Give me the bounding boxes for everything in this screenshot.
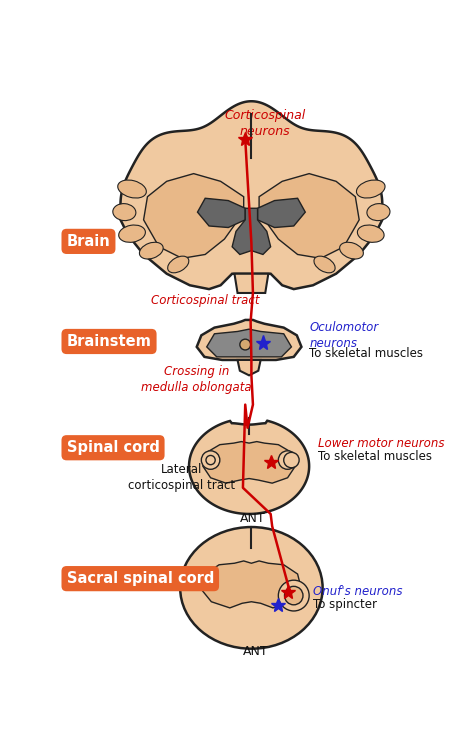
Text: ANT: ANT [240,512,266,525]
Ellipse shape [314,256,335,273]
Text: To skeletal muscles: To skeletal muscles [309,348,423,360]
Ellipse shape [367,204,390,221]
Text: To skeletal muscles: To skeletal muscles [319,451,432,463]
Text: Onuf's neurons: Onuf's neurons [313,585,402,598]
Circle shape [278,580,309,611]
Circle shape [278,451,297,469]
Polygon shape [237,360,261,376]
Ellipse shape [356,180,385,198]
Text: Brain: Brain [66,234,110,249]
Ellipse shape [357,225,384,242]
Ellipse shape [180,527,323,648]
Ellipse shape [118,225,146,242]
Ellipse shape [113,204,136,221]
Text: ANT: ANT [242,645,268,657]
Text: Lateral
corticospinal tract: Lateral corticospinal tract [128,463,235,492]
Polygon shape [207,329,292,357]
Text: Lower motor neurons: Lower motor neurons [319,436,445,450]
Text: Brainstem: Brainstem [66,334,152,349]
Text: To spincter: To spincter [313,598,377,611]
Polygon shape [232,208,271,254]
Text: Corticospinal
neurons: Corticospinal neurons [225,109,306,138]
Text: Crossing in
medulla oblongata: Crossing in medulla oblongata [141,365,252,394]
Polygon shape [117,102,386,289]
Ellipse shape [168,256,189,273]
Polygon shape [201,561,301,608]
Polygon shape [257,199,305,227]
Polygon shape [189,421,309,514]
Text: Corticospinal tract: Corticospinal tract [151,294,259,308]
Text: Oculomotor
neurons: Oculomotor neurons [309,321,378,350]
Text: Sacral spinal cord: Sacral spinal cord [66,571,214,586]
Circle shape [284,586,303,605]
Circle shape [240,339,251,350]
Ellipse shape [139,242,163,259]
Polygon shape [203,442,295,483]
Circle shape [284,452,299,468]
Polygon shape [235,273,268,293]
Polygon shape [197,320,301,360]
Text: Spinal cord: Spinal cord [66,440,159,455]
Circle shape [201,451,220,469]
Polygon shape [198,199,245,227]
Polygon shape [259,173,359,259]
Polygon shape [144,173,244,259]
Ellipse shape [118,180,146,198]
Ellipse shape [340,242,364,259]
